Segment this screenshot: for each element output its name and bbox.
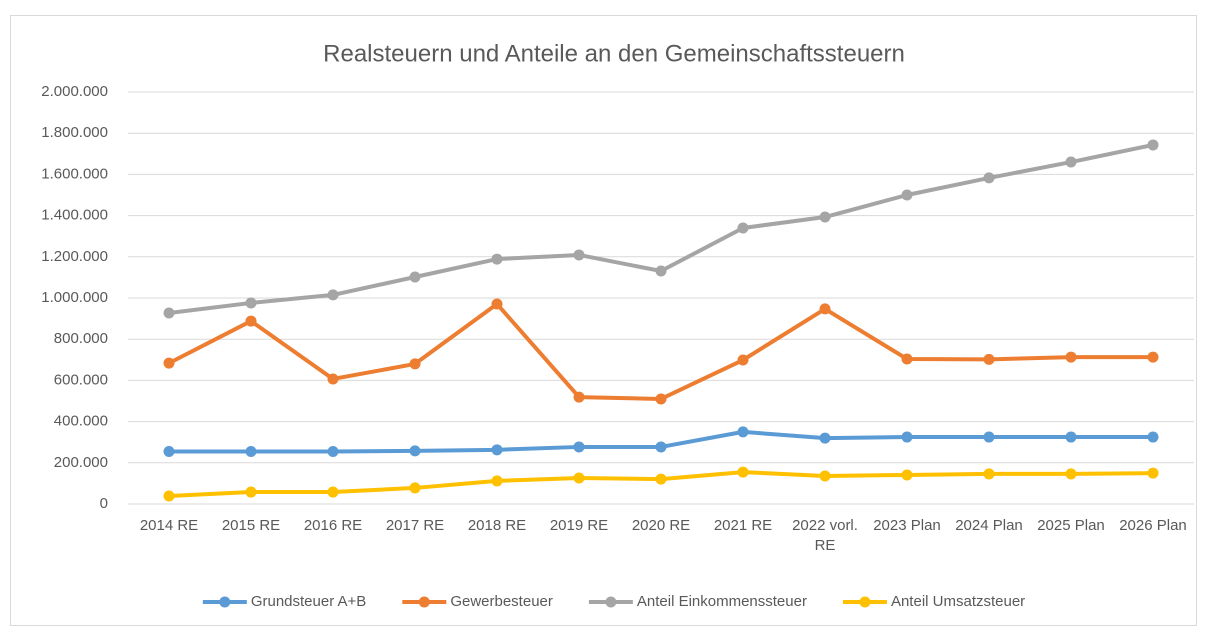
x-tick-label: 2022 vorl. RE bbox=[792, 517, 858, 554]
data-point bbox=[737, 466, 749, 478]
chart-title: Realsteuern und Anteile an den Gemeinsch… bbox=[323, 40, 905, 67]
data-point bbox=[819, 432, 831, 444]
data-point bbox=[573, 391, 585, 403]
y-tick-label: 1.200.000 bbox=[41, 248, 108, 265]
data-point bbox=[409, 482, 421, 494]
x-tick-label-line: 2022 vorl. bbox=[792, 517, 858, 534]
x-tick-label: 2015 RE bbox=[222, 517, 280, 534]
data-point bbox=[327, 445, 339, 457]
x-tick-label: 2021 RE bbox=[714, 517, 772, 534]
data-point bbox=[819, 470, 831, 482]
data-point bbox=[327, 289, 339, 301]
data-point bbox=[901, 431, 913, 443]
data-point bbox=[1065, 351, 1077, 363]
x-tick-label: 2017 RE bbox=[386, 517, 444, 534]
data-point bbox=[1065, 431, 1077, 443]
data-point bbox=[819, 303, 831, 315]
x-tick-label: 2023 Plan bbox=[873, 517, 941, 534]
y-tick-label: 1.400.000 bbox=[41, 207, 108, 224]
legend-swatch-marker bbox=[418, 596, 430, 608]
x-tick-label: 2025 Plan bbox=[1037, 517, 1105, 534]
data-point bbox=[655, 473, 667, 485]
data-point bbox=[983, 353, 995, 365]
y-tick-label: 1.800.000 bbox=[41, 124, 108, 141]
data-point bbox=[737, 426, 749, 438]
chart-frame bbox=[10, 15, 1197, 626]
data-point bbox=[1065, 156, 1077, 168]
data-point bbox=[901, 189, 913, 201]
legend-swatch-marker bbox=[605, 596, 617, 608]
data-point bbox=[655, 441, 667, 453]
data-point bbox=[983, 172, 995, 184]
data-point bbox=[737, 354, 749, 366]
data-point bbox=[491, 298, 503, 310]
y-tick-label: 600.000 bbox=[54, 371, 108, 388]
data-point bbox=[1065, 468, 1077, 480]
x-tick-label: 2016 RE bbox=[304, 517, 362, 534]
data-point bbox=[409, 271, 421, 283]
data-point bbox=[409, 445, 421, 457]
data-point bbox=[573, 249, 585, 261]
data-point bbox=[327, 486, 339, 498]
legend-item: Gewerbesteuer bbox=[402, 593, 553, 610]
data-point bbox=[983, 468, 995, 480]
legend-swatch-marker bbox=[859, 596, 871, 608]
y-tick-label: 1.600.000 bbox=[41, 165, 108, 182]
data-point bbox=[1147, 431, 1159, 443]
data-point bbox=[655, 393, 667, 405]
data-point bbox=[901, 353, 913, 365]
x-tick-label: 2026 Plan bbox=[1119, 517, 1187, 534]
x-tick-label: 2024 Plan bbox=[955, 517, 1023, 534]
data-point bbox=[1147, 139, 1159, 151]
data-point bbox=[819, 211, 831, 223]
legend-item: Anteil Umsatzsteuer bbox=[842, 593, 1025, 610]
data-point bbox=[1147, 467, 1159, 479]
legend-label: Anteil Einkommenssteuer bbox=[637, 593, 807, 610]
data-point bbox=[245, 486, 257, 498]
x-tick-label: 2019 RE bbox=[550, 517, 608, 534]
data-point bbox=[491, 253, 503, 265]
legend-label: Gewerbesteuer bbox=[450, 593, 553, 610]
legend-swatch-marker bbox=[219, 596, 231, 608]
y-tick-label: 0 bbox=[100, 495, 108, 512]
data-point bbox=[1147, 351, 1159, 363]
x-tick-label: 2018 RE bbox=[468, 517, 526, 534]
y-tick-label: 400.000 bbox=[54, 413, 108, 430]
legend-item: Anteil Einkommenssteuer bbox=[588, 593, 807, 610]
data-point bbox=[163, 357, 175, 369]
data-point bbox=[655, 265, 667, 277]
data-point bbox=[163, 445, 175, 457]
data-point bbox=[491, 444, 503, 456]
data-point bbox=[491, 475, 503, 487]
legend-label: Grundsteuer A+B bbox=[251, 593, 367, 610]
y-tick-label: 200.000 bbox=[54, 454, 108, 471]
data-point bbox=[327, 373, 339, 385]
x-tick-label: 2020 RE bbox=[632, 517, 690, 534]
data-point bbox=[901, 469, 913, 481]
y-tick-label: 2.000.000 bbox=[41, 83, 108, 100]
data-point bbox=[573, 441, 585, 453]
legend-label: Anteil Umsatzsteuer bbox=[891, 593, 1025, 610]
data-point bbox=[245, 297, 257, 309]
data-point bbox=[983, 431, 995, 443]
data-point bbox=[245, 315, 257, 327]
data-point bbox=[573, 472, 585, 484]
data-point bbox=[737, 222, 749, 234]
data-point bbox=[163, 490, 175, 502]
x-tick-label-line: RE bbox=[815, 537, 836, 554]
legend-item: Grundsteuer A+B bbox=[202, 593, 367, 610]
y-tick-label: 1.000.000 bbox=[41, 289, 108, 306]
x-tick-label: 2014 RE bbox=[140, 517, 198, 534]
data-point bbox=[163, 307, 175, 319]
y-tick-label: 800.000 bbox=[54, 330, 108, 347]
data-point bbox=[245, 445, 257, 457]
data-point bbox=[409, 358, 421, 370]
